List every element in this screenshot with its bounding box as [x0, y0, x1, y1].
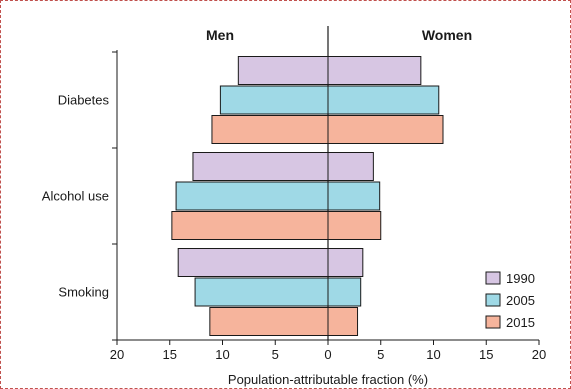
bar-women — [327, 85, 440, 115]
bars — [171, 56, 444, 336]
category-label: Alcohol use — [42, 189, 109, 204]
x-tick-label: 10 — [215, 347, 229, 362]
bar-men — [237, 56, 329, 85]
x-tick-label: 5 — [272, 347, 279, 362]
x-tick-label: 0 — [324, 347, 331, 362]
x-tick-label: 20 — [532, 347, 546, 362]
bar-women — [327, 181, 381, 211]
bar-men — [209, 307, 329, 336]
x-tick-label: 15 — [479, 347, 493, 362]
legend-label: 1990 — [506, 271, 535, 286]
x-tick-label: 20 — [110, 347, 124, 362]
panel-title-women: Women — [422, 27, 472, 43]
legend-swatch — [485, 315, 501, 329]
x-tick-label: 10 — [426, 347, 440, 362]
category-label: Diabetes — [58, 93, 110, 108]
bar-women — [327, 152, 374, 181]
x-tick-label: 5 — [377, 347, 384, 362]
bar-women — [327, 115, 444, 144]
bar-women — [327, 56, 422, 85]
category-label: Smoking — [58, 285, 109, 300]
bar-men — [175, 181, 329, 211]
legend-swatch — [485, 271, 501, 285]
panel-title-men: Men — [206, 27, 234, 43]
legend-swatch — [485, 293, 501, 307]
bar-women — [327, 307, 359, 336]
bar-men — [192, 152, 329, 181]
bar-men — [211, 115, 329, 144]
legend: 1990 2005 2015 — [485, 271, 535, 330]
bar-men — [177, 248, 329, 277]
labels: Men Women Population-attributable fracti… — [42, 27, 546, 387]
bar-men — [194, 277, 329, 307]
bar-men — [219, 85, 329, 115]
x-tick-label: 15 — [163, 347, 177, 362]
bar-women — [327, 277, 362, 307]
legend-label: 2015 — [506, 315, 535, 330]
legend-label: 2005 — [506, 293, 535, 308]
x-axis-label: Population-attributable fraction (%) — [228, 372, 428, 387]
bar-women — [327, 248, 364, 277]
bar-women — [327, 211, 382, 240]
bar-men — [171, 211, 329, 240]
